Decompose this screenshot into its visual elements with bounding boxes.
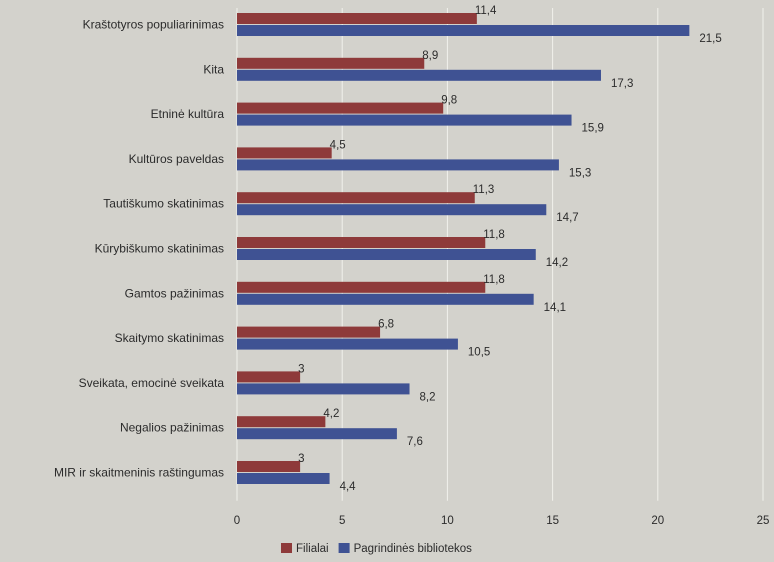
bar-pagrindines [237,383,410,395]
legend-swatch [281,543,292,553]
category-label: Kūrybiškumo skatinimas [95,242,224,256]
category-label: Etninė kultūra [151,107,225,121]
bar-filialai [237,192,475,204]
bar-filialai [237,147,332,159]
bar-filialai [237,416,326,428]
category-label: Kita [203,62,224,76]
data-label: 17,3 [611,78,633,90]
data-label: 11,8 [483,274,505,286]
bar-pagrindines [237,159,559,171]
bar-pagrindines [237,69,601,81]
x-tick-label: 25 [757,515,770,527]
x-tick-label: 5 [339,515,345,527]
bar-pagrindines [237,428,397,440]
data-label: 4,5 [330,139,346,151]
data-label: 11,4 [475,5,497,17]
x-tick-label: 0 [234,515,240,527]
bar-pagrindines [237,249,536,260]
category-label: MIR ir skaitmeninis raštingumas [54,466,224,480]
bar-filialai [237,237,486,248]
x-tick-label: 10 [441,515,454,527]
category-label: Sveikata, emocinė sveikata [79,376,225,390]
bar-filialai [237,13,477,24]
x-axis: 0 5 10 15 20 25 [234,515,770,527]
legend-label: Filialai [296,543,329,555]
legend-swatch [338,543,350,553]
data-label: 14,2 [546,257,568,269]
data-label: 11,8 [483,229,505,241]
data-label: 14,1 [544,302,566,314]
data-label: 6,8 [378,319,394,331]
bar-filialai [237,371,301,383]
category-label: Kraštotyros populiarinimas [83,18,224,32]
category-label: Skaitymo skatinimas [115,331,224,345]
bar-pagrindines [237,473,330,484]
bar-pagrindines [237,293,534,305]
bar-filialai [237,281,486,293]
label-layer: Kraštotyros populiarinimas 11,4 21,5 Kita 8,… [54,5,722,493]
category-label: Tautiškumo skatinimas [103,197,224,211]
bar-filialai [237,461,301,472]
bar-layer [237,13,690,484]
category-label: Negalios pažinimas [120,421,224,435]
data-label: 9,8 [441,95,457,107]
data-label: 15,9 [582,123,604,135]
bar-pagrindines [237,338,458,350]
x-tick-label: 20 [651,515,664,527]
data-label: 8,9 [422,50,438,62]
bar-filialai [237,57,425,69]
data-label: 11,3 [473,184,495,196]
bar-pagrindines [237,204,547,216]
x-tick-label: 15 [546,515,559,527]
bar-pagrindines [237,25,690,36]
bar-filialai [237,102,444,114]
data-label: 4,4 [340,481,357,493]
data-label: 15,3 [569,167,591,179]
bar-pagrindines [237,114,572,126]
data-label: 3 [298,453,304,465]
data-label: 7,6 [407,436,423,448]
category-label: Gamtos pažinimas [125,286,224,300]
data-label: 21,5 [699,33,721,45]
bar-filialai [237,326,381,338]
data-label: 10,5 [468,347,490,359]
data-label: 3 [298,363,304,375]
data-label: 4,2 [323,408,339,420]
data-label: 8,2 [420,391,436,403]
legend-label: Pagrindinės bibliotekos [354,543,473,555]
category-label: Kultūros paveldas [129,152,224,166]
legend: Filialai Pagrindinės bibliotekos [281,543,472,555]
data-label: 14,7 [556,212,578,224]
